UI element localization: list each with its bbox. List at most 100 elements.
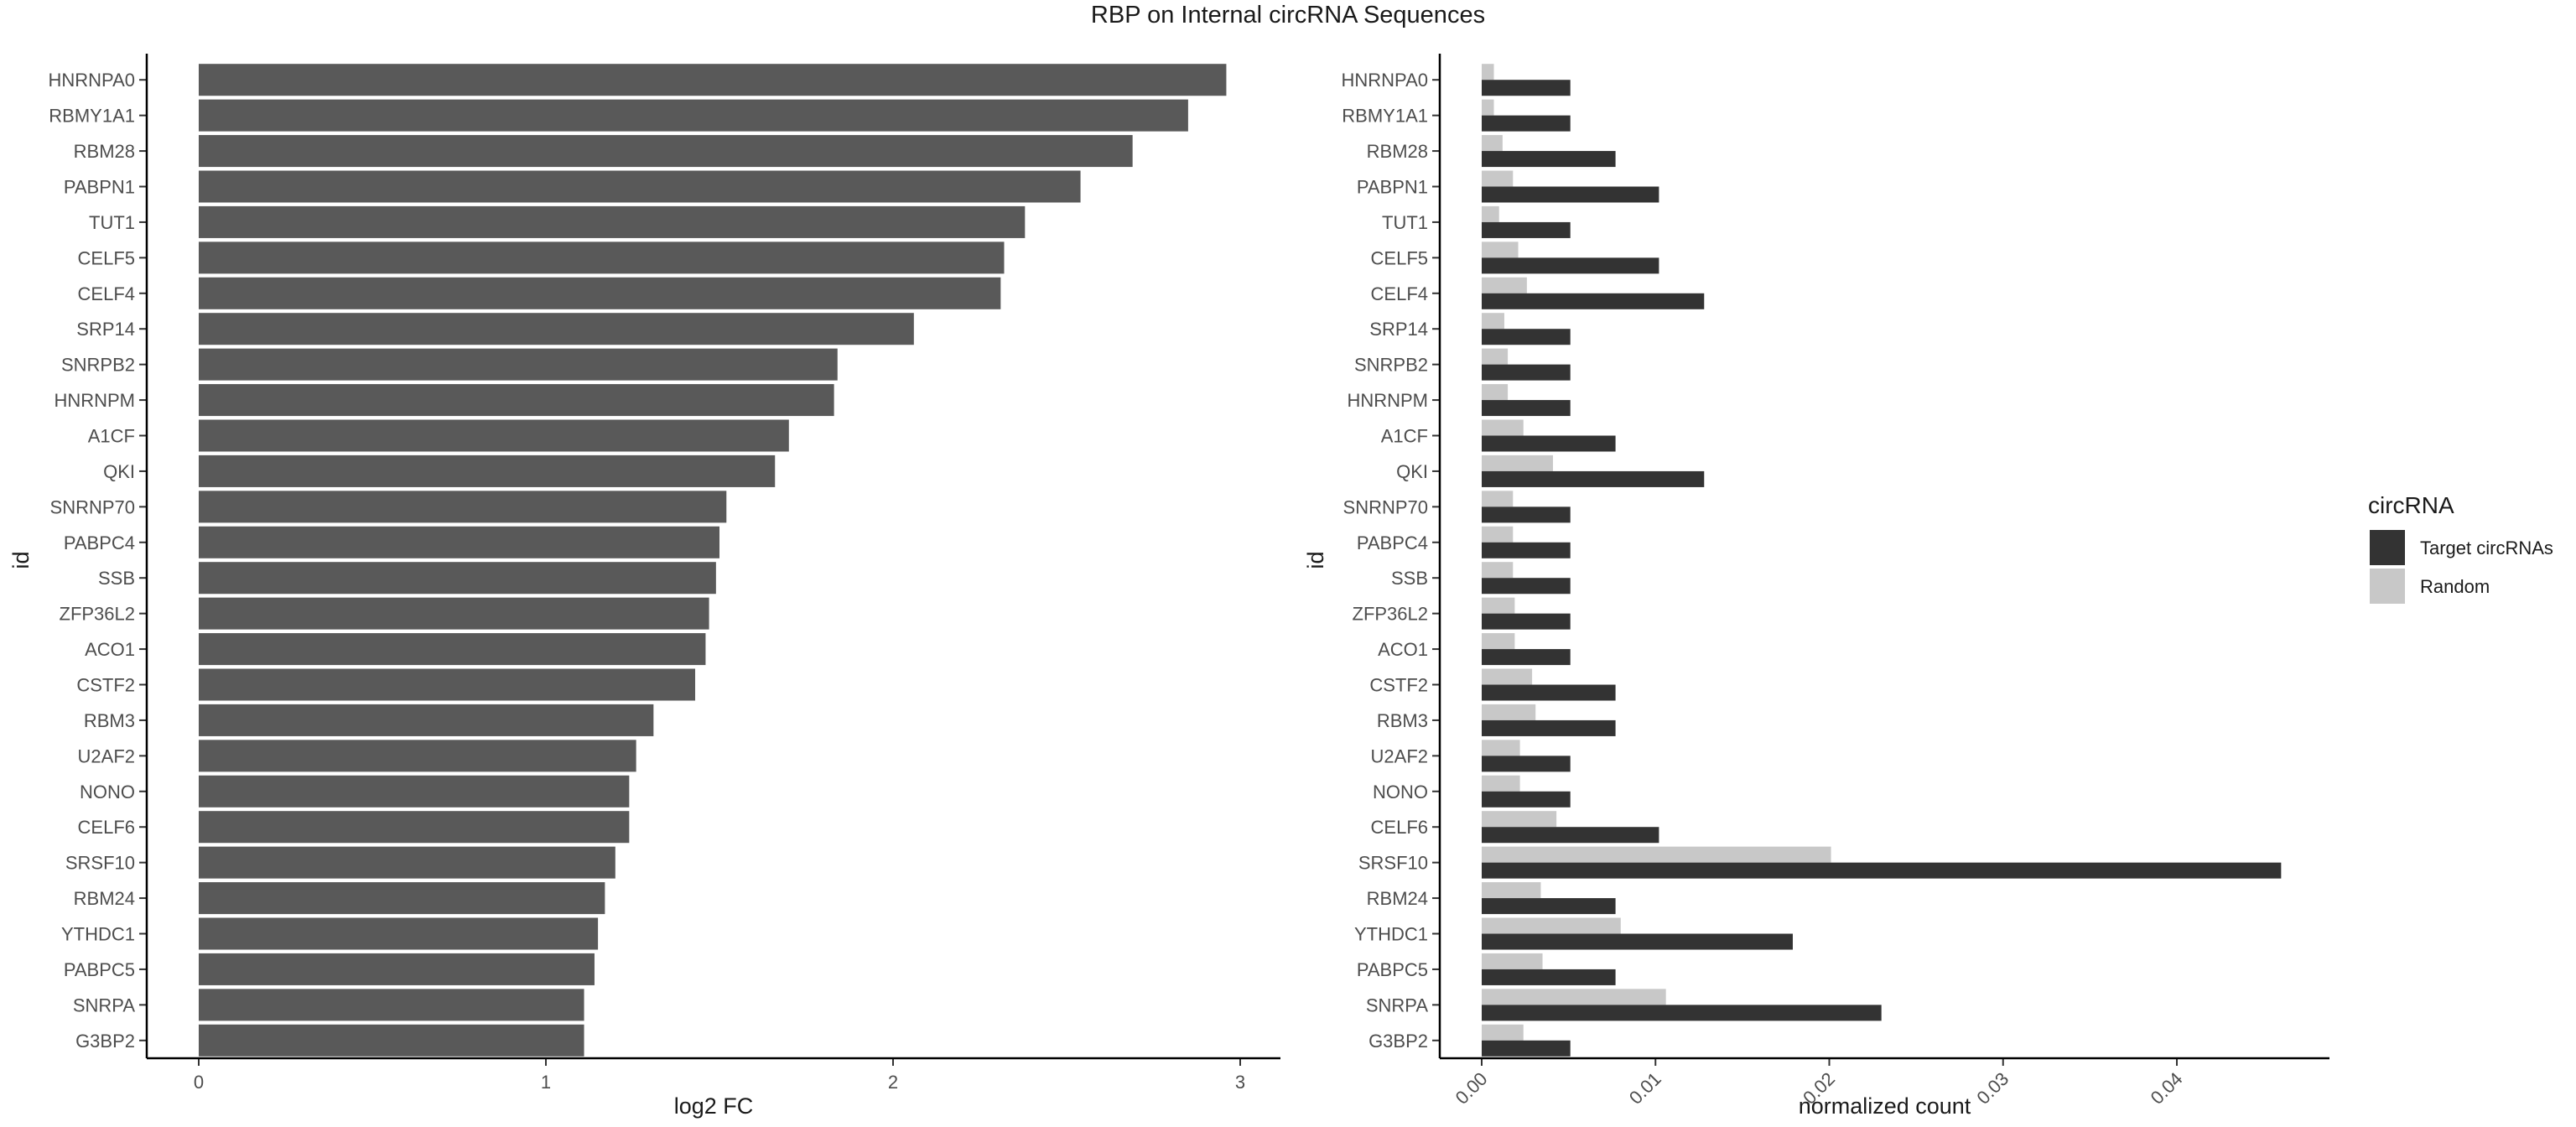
left-x-axis-title: log2 FC bbox=[674, 1093, 754, 1119]
y-tick-label: RBM28 bbox=[1367, 141, 1428, 162]
y-tick-label: ACO1 bbox=[1378, 639, 1428, 660]
bar-hnrnpa0 bbox=[199, 64, 1227, 96]
bar-target-snrnp70 bbox=[1482, 506, 1571, 523]
y-tick-label: CSTF2 bbox=[1369, 675, 1428, 696]
y-tick-label: CELF5 bbox=[78, 247, 135, 268]
legend-label-random: Random bbox=[2420, 576, 2490, 597]
bar-random-celf6 bbox=[1482, 811, 1557, 828]
bar-target-zfp36l2 bbox=[1482, 613, 1571, 630]
right-y-axis-title: id bbox=[1303, 551, 1328, 569]
bar-random-hnrnpa0 bbox=[1482, 64, 1494, 80]
bar-target-u2af2 bbox=[1482, 756, 1571, 772]
bar-qki bbox=[199, 454, 776, 487]
bar-target-snrpa bbox=[1482, 1005, 1882, 1021]
legend-label-target: Target circRNAs bbox=[2420, 538, 2553, 558]
bar-target-pabpc5 bbox=[1482, 969, 1616, 985]
y-tick-label: PABPC4 bbox=[64, 532, 135, 553]
legend-key-random bbox=[2370, 569, 2405, 604]
bar-target-rbm28 bbox=[1482, 151, 1616, 168]
legend-key-target bbox=[2370, 530, 2405, 565]
y-tick-label: CELF4 bbox=[1371, 283, 1428, 304]
bar-target-hnrnpm bbox=[1482, 400, 1571, 417]
bar-hnrnpm bbox=[199, 384, 834, 417]
y-tick-label: QKI bbox=[103, 461, 135, 482]
bar-random-u2af2 bbox=[1482, 740, 1520, 756]
bar-target-pabpn1 bbox=[1482, 186, 1659, 203]
bar-nono bbox=[199, 775, 630, 808]
bar-random-srsf10 bbox=[1482, 846, 1831, 863]
x-tick-label: 3 bbox=[1235, 1072, 1245, 1093]
bar-random-pabpc4 bbox=[1482, 526, 1514, 543]
y-tick-label: SSB bbox=[98, 568, 135, 589]
bar-random-srp14 bbox=[1482, 313, 1504, 330]
x-tick-label: 0.00 bbox=[1452, 1068, 1492, 1109]
bar-a1cf bbox=[199, 419, 789, 452]
bar-random-hnrnpm bbox=[1482, 384, 1509, 401]
y-tick-label: SNRPB2 bbox=[61, 355, 135, 376]
bar-target-celf5 bbox=[1482, 257, 1659, 274]
bar-target-ssb bbox=[1482, 578, 1571, 595]
bar-target-rbm24 bbox=[1482, 898, 1616, 915]
bar-random-pabpc5 bbox=[1482, 953, 1543, 969]
bar-ssb bbox=[199, 562, 716, 595]
bar-random-snrpb2 bbox=[1482, 348, 1509, 365]
right-bars bbox=[1482, 64, 2282, 1057]
bar-pabpc4 bbox=[199, 526, 719, 558]
x-tick-label: 0 bbox=[194, 1072, 204, 1093]
y-tick-label: YTHDC1 bbox=[1354, 924, 1428, 945]
bar-u2af2 bbox=[199, 740, 636, 772]
y-tick-label: HNRNPA0 bbox=[1341, 70, 1428, 91]
x-tick-label: 2 bbox=[888, 1072, 898, 1093]
y-tick-label: SSB bbox=[1391, 568, 1428, 589]
bar-random-cstf2 bbox=[1482, 668, 1533, 685]
bar-snrnp70 bbox=[199, 491, 727, 523]
bar-target-pabpc4 bbox=[1482, 542, 1571, 558]
bar-target-hnrnpa0 bbox=[1482, 80, 1571, 96]
bar-aco1 bbox=[199, 633, 706, 666]
x-tick-label: 0.03 bbox=[1972, 1068, 2012, 1109]
y-tick-label: SRP14 bbox=[76, 319, 135, 340]
y-tick-label: PABPN1 bbox=[1357, 177, 1428, 198]
y-tick-label: RBM24 bbox=[1367, 888, 1428, 909]
y-tick-label: CELF6 bbox=[78, 817, 135, 838]
bar-random-rbm24 bbox=[1482, 882, 1541, 899]
bar-zfp36l2 bbox=[199, 597, 709, 630]
y-tick-label: HNRNPM bbox=[1347, 390, 1428, 411]
bar-target-qki bbox=[1482, 470, 1705, 487]
bar-rbm3 bbox=[199, 704, 654, 736]
y-tick-label: RBM24 bbox=[74, 888, 135, 909]
bar-target-srp14 bbox=[1482, 329, 1571, 345]
y-tick-label: G3BP2 bbox=[75, 1031, 135, 1052]
bar-random-aco1 bbox=[1482, 633, 1515, 650]
bar-target-tut1 bbox=[1482, 221, 1571, 238]
left-bars bbox=[199, 64, 1227, 1057]
bar-target-a1cf bbox=[1482, 435, 1616, 452]
y-tick-label: ZFP36L2 bbox=[1353, 604, 1429, 625]
right-chart-panel: HNRNPA0 RBMY1A1 RBM28 PABPN1 TUT1 CELF5 CELF4 S… bbox=[1303, 54, 2329, 1119]
y-tick-label: SNRNP70 bbox=[1343, 496, 1428, 517]
y-tick-label: SNRPA bbox=[73, 995, 135, 1015]
y-tick-label: SRSF10 bbox=[1358, 853, 1428, 874]
bar-random-a1cf bbox=[1482, 419, 1524, 436]
bar-random-celf5 bbox=[1482, 242, 1519, 258]
bar-target-celf4 bbox=[1482, 293, 1705, 309]
y-tick-label: CELF5 bbox=[1371, 247, 1428, 268]
bar-celf6 bbox=[199, 811, 630, 844]
y-tick-label: TUT1 bbox=[1382, 212, 1428, 233]
bar-random-tut1 bbox=[1482, 205, 1499, 222]
chart-title: RBP on Internal circRNA Sequences bbox=[1090, 2, 1486, 29]
y-tick-label: HNRNPM bbox=[54, 390, 135, 411]
bar-random-rbm28 bbox=[1482, 135, 1503, 152]
y-tick-label: RBM3 bbox=[84, 710, 135, 731]
y-tick-label: SNRPA bbox=[1366, 995, 1428, 1015]
bar-snrpb2 bbox=[199, 348, 838, 381]
bar-srp14 bbox=[199, 313, 914, 345]
bar-target-snrpb2 bbox=[1482, 364, 1571, 381]
y-tick-label: U2AF2 bbox=[78, 745, 135, 766]
bar-celf5 bbox=[199, 242, 1005, 274]
y-tick-label: RBMY1A1 bbox=[1342, 106, 1428, 127]
left-x-tick-labels: 0 1 2 3 bbox=[194, 1058, 1245, 1093]
bar-target-nono bbox=[1482, 791, 1571, 808]
y-tick-label: RBMY1A1 bbox=[49, 106, 135, 127]
